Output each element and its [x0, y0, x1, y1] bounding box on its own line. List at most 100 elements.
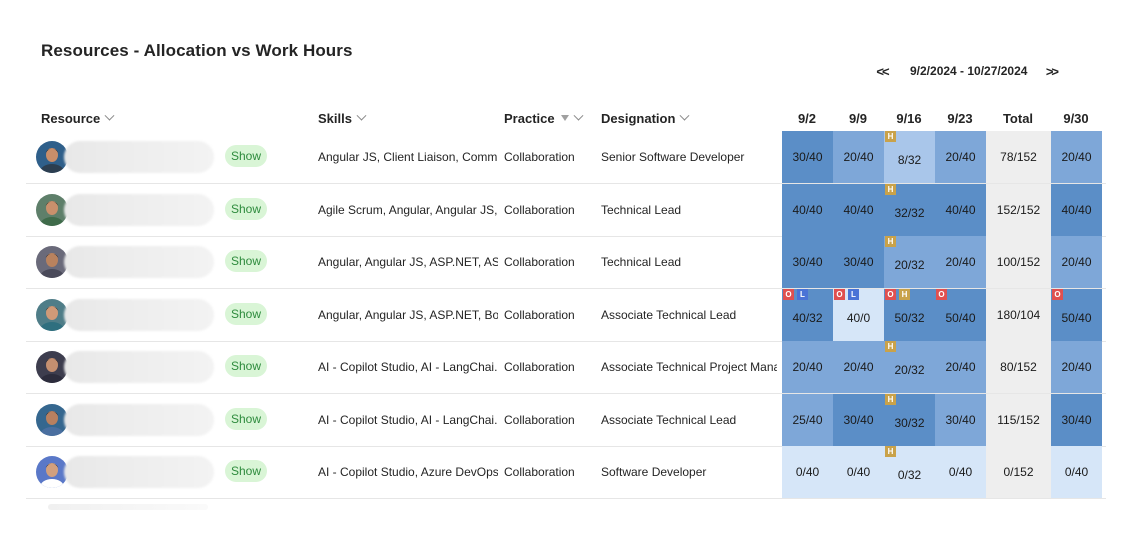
avatar: [36, 193, 68, 226]
week-hours-cell[interactable]: H 8/32: [884, 131, 935, 183]
next-range-button[interactable]: >>: [1045, 63, 1059, 79]
resource-name-redacted: [64, 403, 214, 436]
resource-name-redacted: [64, 246, 214, 278]
week-hours-cell[interactable]: 40/40: [1051, 183, 1102, 236]
week-hours-cell[interactable]: 20/40: [1051, 131, 1102, 183]
week-hours-cell[interactable]: 30/40: [833, 236, 884, 288]
hours-value: 50/40: [1061, 310, 1092, 325]
prev-range-button[interactable]: <<: [876, 63, 889, 79]
hours-value: 20/40: [1061, 150, 1092, 164]
week-hours-cell[interactable]: 20/40: [935, 341, 986, 393]
hours-value: 80/152: [1000, 360, 1037, 374]
column-header-practice-label: Practice: [504, 110, 555, 126]
designation-cell: Software Developer: [601, 465, 707, 479]
resource-name-redacted: [64, 456, 214, 488]
week-hours-cell[interactable]: 30/40: [1051, 393, 1102, 446]
hours-value: 40/40: [1061, 202, 1092, 217]
week-hours-cell[interactable]: 25/40: [782, 393, 833, 446]
week-hours-cell[interactable]: 40/40: [782, 183, 833, 236]
week-hours-cell[interactable]: O H 50/32: [884, 288, 935, 341]
week-hours-cell[interactable]: 30/40: [782, 131, 833, 183]
practice-cell: Collaboration: [504, 412, 575, 427]
total-hours-cell[interactable]: 115/152: [986, 393, 1051, 446]
week-hours-cell[interactable]: 0/40: [833, 446, 884, 498]
hours-value: 30/40: [792, 255, 823, 269]
hours-value: 30/40: [792, 150, 823, 164]
week-hours-cell[interactable]: H 30/32: [884, 393, 935, 446]
week-hours-cell[interactable]: H 20/32: [884, 341, 935, 393]
week-hours-cell[interactable]: 40/40: [833, 183, 884, 236]
total-hours-cell[interactable]: 180/104: [986, 288, 1051, 341]
week-hours-cell[interactable]: H 0/32: [884, 446, 935, 498]
show-button[interactable]: Show: [225, 355, 267, 377]
week-hours-cell[interactable]: 20/40: [935, 236, 986, 288]
table-row[interactable]: Show Agile Scrum, Angular, Angular JS, ..…: [26, 183, 1106, 237]
week-hours-cell[interactable]: O 50/40: [1051, 288, 1102, 341]
week-hours-cell[interactable]: 0/40: [935, 446, 986, 498]
table-row[interactable]: Show Angular JS, Client Liaison, Commu...…: [26, 131, 1106, 184]
week-hours-cell[interactable]: O L 40/32: [782, 288, 833, 341]
show-button[interactable]: Show: [225, 302, 267, 325]
table-row[interactable]: Show AI - Copilot Studio, Azure DevOps...…: [26, 446, 1106, 499]
column-header-week: 9/23: [947, 110, 973, 126]
week-hours-cell[interactable]: O L 40/0: [833, 288, 884, 341]
week-hours-cell[interactable]: 20/40: [1051, 341, 1102, 393]
hours-value: 0/32: [897, 468, 922, 482]
week-hours-cell[interactable]: 40/40: [935, 183, 986, 236]
show-button[interactable]: Show: [225, 197, 267, 220]
column-header-week: 9/9: [848, 110, 868, 126]
week-hours-cell[interactable]: 30/40: [833, 393, 884, 446]
hours-value: 20/32: [894, 258, 925, 272]
week-hours-cell[interactable]: 30/40: [782, 236, 833, 288]
practice-cell: Collaboration: [504, 150, 575, 164]
table-row[interactable]: Show AI - Copilot Studio, AI - LangChai..…: [26, 393, 1106, 447]
column-header-week: 9/30: [1063, 110, 1089, 126]
hours-value: 30/40: [843, 255, 874, 269]
avatar: [36, 298, 68, 331]
total-hours-cell[interactable]: 100/152: [986, 236, 1051, 288]
designation-cell: Senior Software Developer: [601, 150, 745, 164]
column-header-week: 9/2: [797, 110, 817, 126]
show-button[interactable]: Show: [225, 250, 267, 272]
week-hours-cell[interactable]: 0/40: [782, 446, 833, 498]
column-header-practice[interactable]: Practice: [504, 106, 584, 130]
column-header-resource[interactable]: Resource: [41, 106, 115, 130]
show-button[interactable]: Show: [225, 145, 267, 167]
week-hours-cell[interactable]: 0/40: [1051, 446, 1102, 498]
table-row[interactable]: Show Angular, Angular JS, ASP.NET, Boo...…: [26, 288, 1106, 342]
total-hours-cell[interactable]: 0/152: [986, 446, 1051, 498]
designation-cell: Associate Technical Lead: [601, 307, 737, 322]
resource-name-redacted: [64, 141, 214, 173]
week-hours-cell[interactable]: 20/40: [1051, 236, 1102, 288]
chevron-down-icon: [573, 110, 584, 121]
resource-name-redacted: [64, 351, 214, 383]
hours-value: 40/40: [792, 202, 823, 217]
holiday-tag: H: [899, 288, 910, 300]
week-hours-cell[interactable]: 20/40: [935, 131, 986, 183]
filter-icon[interactable]: [560, 115, 569, 121]
practice-cell: Collaboration: [504, 465, 575, 479]
resource-name-redacted: [64, 193, 214, 226]
show-button[interactable]: Show: [225, 407, 267, 430]
cell-tags: H: [885, 183, 896, 195]
table-row[interactable]: Show AI - Copilot Studio, AI - LangChai..…: [26, 341, 1106, 394]
total-hours-cell[interactable]: 152/152: [986, 183, 1051, 236]
column-header-skills[interactable]: Skills: [318, 106, 367, 130]
show-button[interactable]: Show: [225, 460, 267, 482]
next-row-partial: [48, 504, 208, 510]
avatar: [36, 246, 68, 278]
column-header-designation[interactable]: Designation: [601, 106, 690, 130]
leave-tag: L: [848, 288, 859, 300]
total-hours-cell[interactable]: 80/152: [986, 341, 1051, 393]
avatar: [36, 351, 68, 383]
week-hours-cell[interactable]: 20/40: [833, 341, 884, 393]
week-hours-cell[interactable]: H 20/32: [884, 236, 935, 288]
week-hours-cell[interactable]: H 32/32: [884, 183, 935, 236]
week-hours-cell[interactable]: O 50/40: [935, 288, 986, 341]
week-hours-cell[interactable]: 30/40: [935, 393, 986, 446]
week-hours-cell[interactable]: 20/40: [782, 341, 833, 393]
week-hours-cell[interactable]: 20/40: [833, 131, 884, 183]
chevron-down-icon: [104, 110, 115, 121]
total-hours-cell[interactable]: 78/152: [986, 131, 1051, 183]
table-row[interactable]: Show Angular, Angular JS, ASP.NET, ASP...…: [26, 236, 1106, 289]
